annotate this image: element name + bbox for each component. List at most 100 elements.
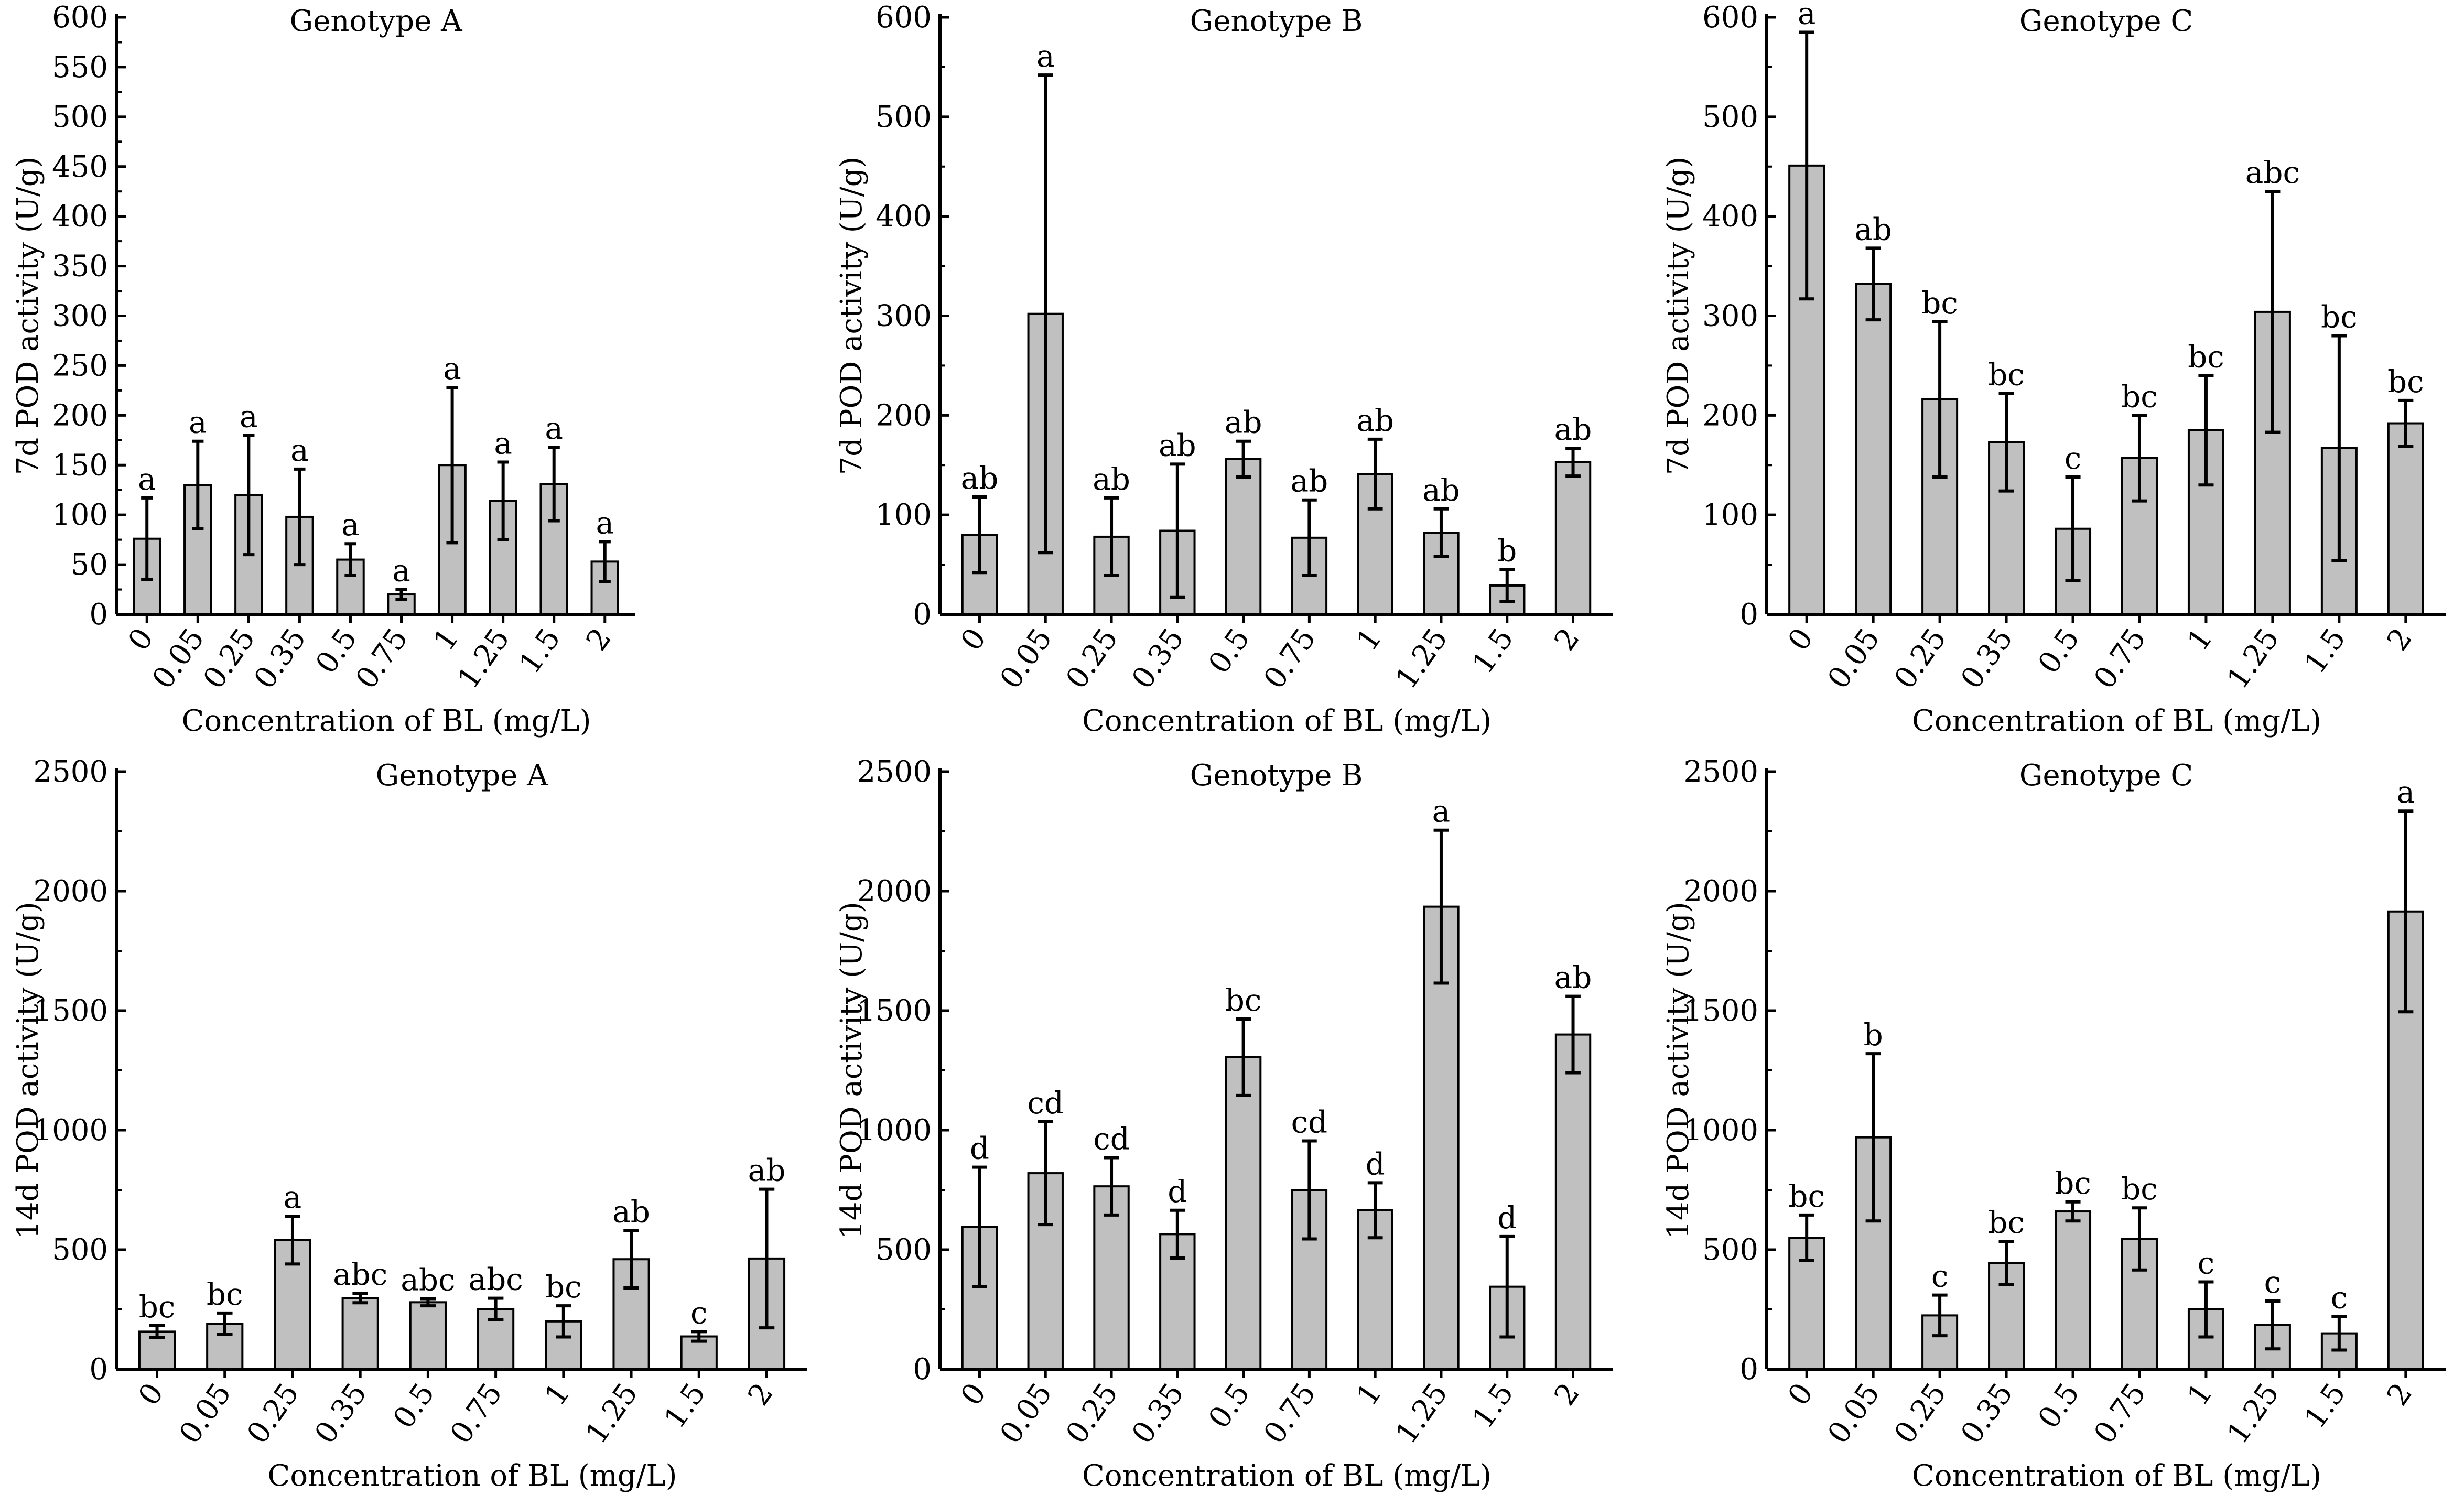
y-tick-label: 300 xyxy=(52,299,108,333)
x-category-label: 1 xyxy=(1350,622,1389,657)
y-tick-label: 2500 xyxy=(33,755,108,789)
x-category-label: 0 xyxy=(954,622,993,657)
x-category-label: 0.5 xyxy=(387,1377,441,1435)
y-tick-label: 0 xyxy=(89,1352,108,1386)
significance-letter: cd xyxy=(1027,1085,1064,1121)
x-category-label: 1.25 xyxy=(451,622,516,695)
x-category-label: 0.35 xyxy=(1126,622,1191,695)
significance-letter: bc xyxy=(2387,364,2424,399)
bar xyxy=(680,1335,718,1371)
x-category-label: 0.75 xyxy=(349,622,415,695)
x-category-label: 0.25 xyxy=(1888,1377,1953,1450)
x-category-label: 1 xyxy=(2181,622,2220,657)
x-category-label: 1.25 xyxy=(579,1377,645,1450)
x-category-label: 0.75 xyxy=(1257,622,1323,695)
x-category-label: 0.75 xyxy=(2088,1377,2153,1450)
significance-letter: bc xyxy=(2188,339,2224,374)
x-category-label: 1.5 xyxy=(1466,622,1520,680)
y-tick-label: 150 xyxy=(52,448,108,482)
significance-letter: bc xyxy=(1988,357,2025,393)
x-category-label: 1.25 xyxy=(2221,1377,2286,1450)
y-tick-label: 1000 xyxy=(857,1113,932,1147)
significance-letter: a xyxy=(2397,774,2415,810)
y-tick-label: 1500 xyxy=(1683,994,1758,1028)
y-tick-label: 300 xyxy=(876,299,932,333)
y-tick-label: 2000 xyxy=(1683,874,1758,908)
significance-letter: bc xyxy=(2055,1165,2091,1201)
x-category-label: 0.35 xyxy=(1954,622,2020,695)
x-category-label: 1.25 xyxy=(1389,622,1455,695)
y-tick-label: 500 xyxy=(52,100,108,134)
x-category-label: 2 xyxy=(1548,622,1586,657)
chart-panel-5: 0 500 1000 1500 2000 2500 d 0 cd 0.05 cd 0.25 d 0.35 b… xyxy=(835,755,1613,1493)
x-category-label: 0.5 xyxy=(2031,1377,2086,1435)
y-tick-label: 500 xyxy=(52,1233,108,1267)
x-category-label: 1 xyxy=(538,1377,577,1412)
significance-letter: c xyxy=(690,1295,707,1330)
y-tick-label: 250 xyxy=(52,349,108,383)
x-category-label: 0 xyxy=(1781,622,1820,657)
significance-letter: bc xyxy=(1225,982,1262,1018)
bar xyxy=(1554,461,1592,615)
x-axis-title: Concentration of BL (mg/L) xyxy=(1082,1459,1492,1493)
y-tick-label: 550 xyxy=(52,50,108,84)
x-category-label: 0.5 xyxy=(2031,622,2086,680)
significance-letter: bc xyxy=(1921,285,1958,321)
x-category-label: 2 xyxy=(2381,622,2419,657)
significance-letter: ab xyxy=(1854,211,1892,247)
x-category-label: 0.25 xyxy=(1888,622,1953,695)
x-category-label: 0.25 xyxy=(1060,622,1125,695)
x-category-label: 0 xyxy=(954,1377,993,1412)
significance-letter: b xyxy=(1497,533,1517,569)
significance-letter: bc xyxy=(545,1269,582,1305)
significance-letter: bc xyxy=(2321,299,2358,334)
bar xyxy=(341,1297,379,1371)
x-category-label: 1 xyxy=(2181,1377,2220,1412)
significance-letter: d xyxy=(970,1131,989,1166)
y-tick-label: 0 xyxy=(89,598,108,632)
x-category-label: 1 xyxy=(1350,1377,1389,1412)
y-tick-label: 100 xyxy=(876,498,932,532)
x-category-label: 0.75 xyxy=(444,1377,509,1450)
y-axis-title: 7d POD activity (U/g) xyxy=(11,157,45,475)
y-axis-title: 14d POD activity (U/g) xyxy=(835,902,869,1239)
y-tick-label: 300 xyxy=(1702,299,1758,333)
bar xyxy=(2055,1210,2092,1371)
significance-letter: d xyxy=(1497,1200,1517,1236)
y-tick-label: 600 xyxy=(52,1,108,35)
significance-letter: ab xyxy=(961,460,999,496)
y-tick-label: 600 xyxy=(1702,1,1758,35)
y-tick-label: 200 xyxy=(52,398,108,432)
x-category-label: 0.25 xyxy=(197,622,262,695)
chart-panel-1: 0 50 100 150 200 250 300 350 400 450 500 550 600 a 0 a 0… xyxy=(11,1,635,738)
y-tick-label: 100 xyxy=(1702,498,1758,532)
significance-letter: a xyxy=(1432,794,1451,829)
panel-title: Genotype C xyxy=(2019,759,2193,793)
significance-letter: a xyxy=(284,1179,302,1215)
significance-letter: bc xyxy=(2121,1171,2158,1207)
significance-letter: a xyxy=(189,405,207,440)
bar xyxy=(1225,458,1262,615)
significance-letter: ab xyxy=(1554,960,1592,995)
significance-letter: a xyxy=(138,461,156,497)
y-tick-label: 0 xyxy=(1739,598,1758,632)
significance-letter: c xyxy=(2198,1245,2214,1281)
y-axis-title: 7d POD activity (U/g) xyxy=(835,157,869,475)
x-axis-title: Concentration of BL (mg/L) xyxy=(1082,704,1492,738)
significance-letter: a xyxy=(240,398,258,434)
panel-title: Genotype C xyxy=(2019,4,2193,38)
chart-panel-4: 05001000150020002500bc0bc0.05a0.25abc0.3… xyxy=(11,755,807,1493)
y-tick-label: 0 xyxy=(913,598,932,632)
y-tick-label: 500 xyxy=(1702,1233,1758,1267)
significance-letter: c xyxy=(2065,440,2081,476)
x-category-label: 2 xyxy=(2381,1377,2419,1412)
y-tick-label: 400 xyxy=(876,200,932,234)
bar xyxy=(1554,1033,1592,1370)
x-category-label: 0.05 xyxy=(172,1377,238,1450)
bar xyxy=(1225,1056,1262,1371)
significance-letter: c xyxy=(2264,1264,2281,1300)
x-category-label: 1.5 xyxy=(513,622,567,680)
y-tick-label: 2500 xyxy=(1683,755,1758,789)
y-tick-label: 0 xyxy=(913,1352,932,1386)
x-axis-title: Concentration of BL (mg/L) xyxy=(1912,1459,2321,1493)
